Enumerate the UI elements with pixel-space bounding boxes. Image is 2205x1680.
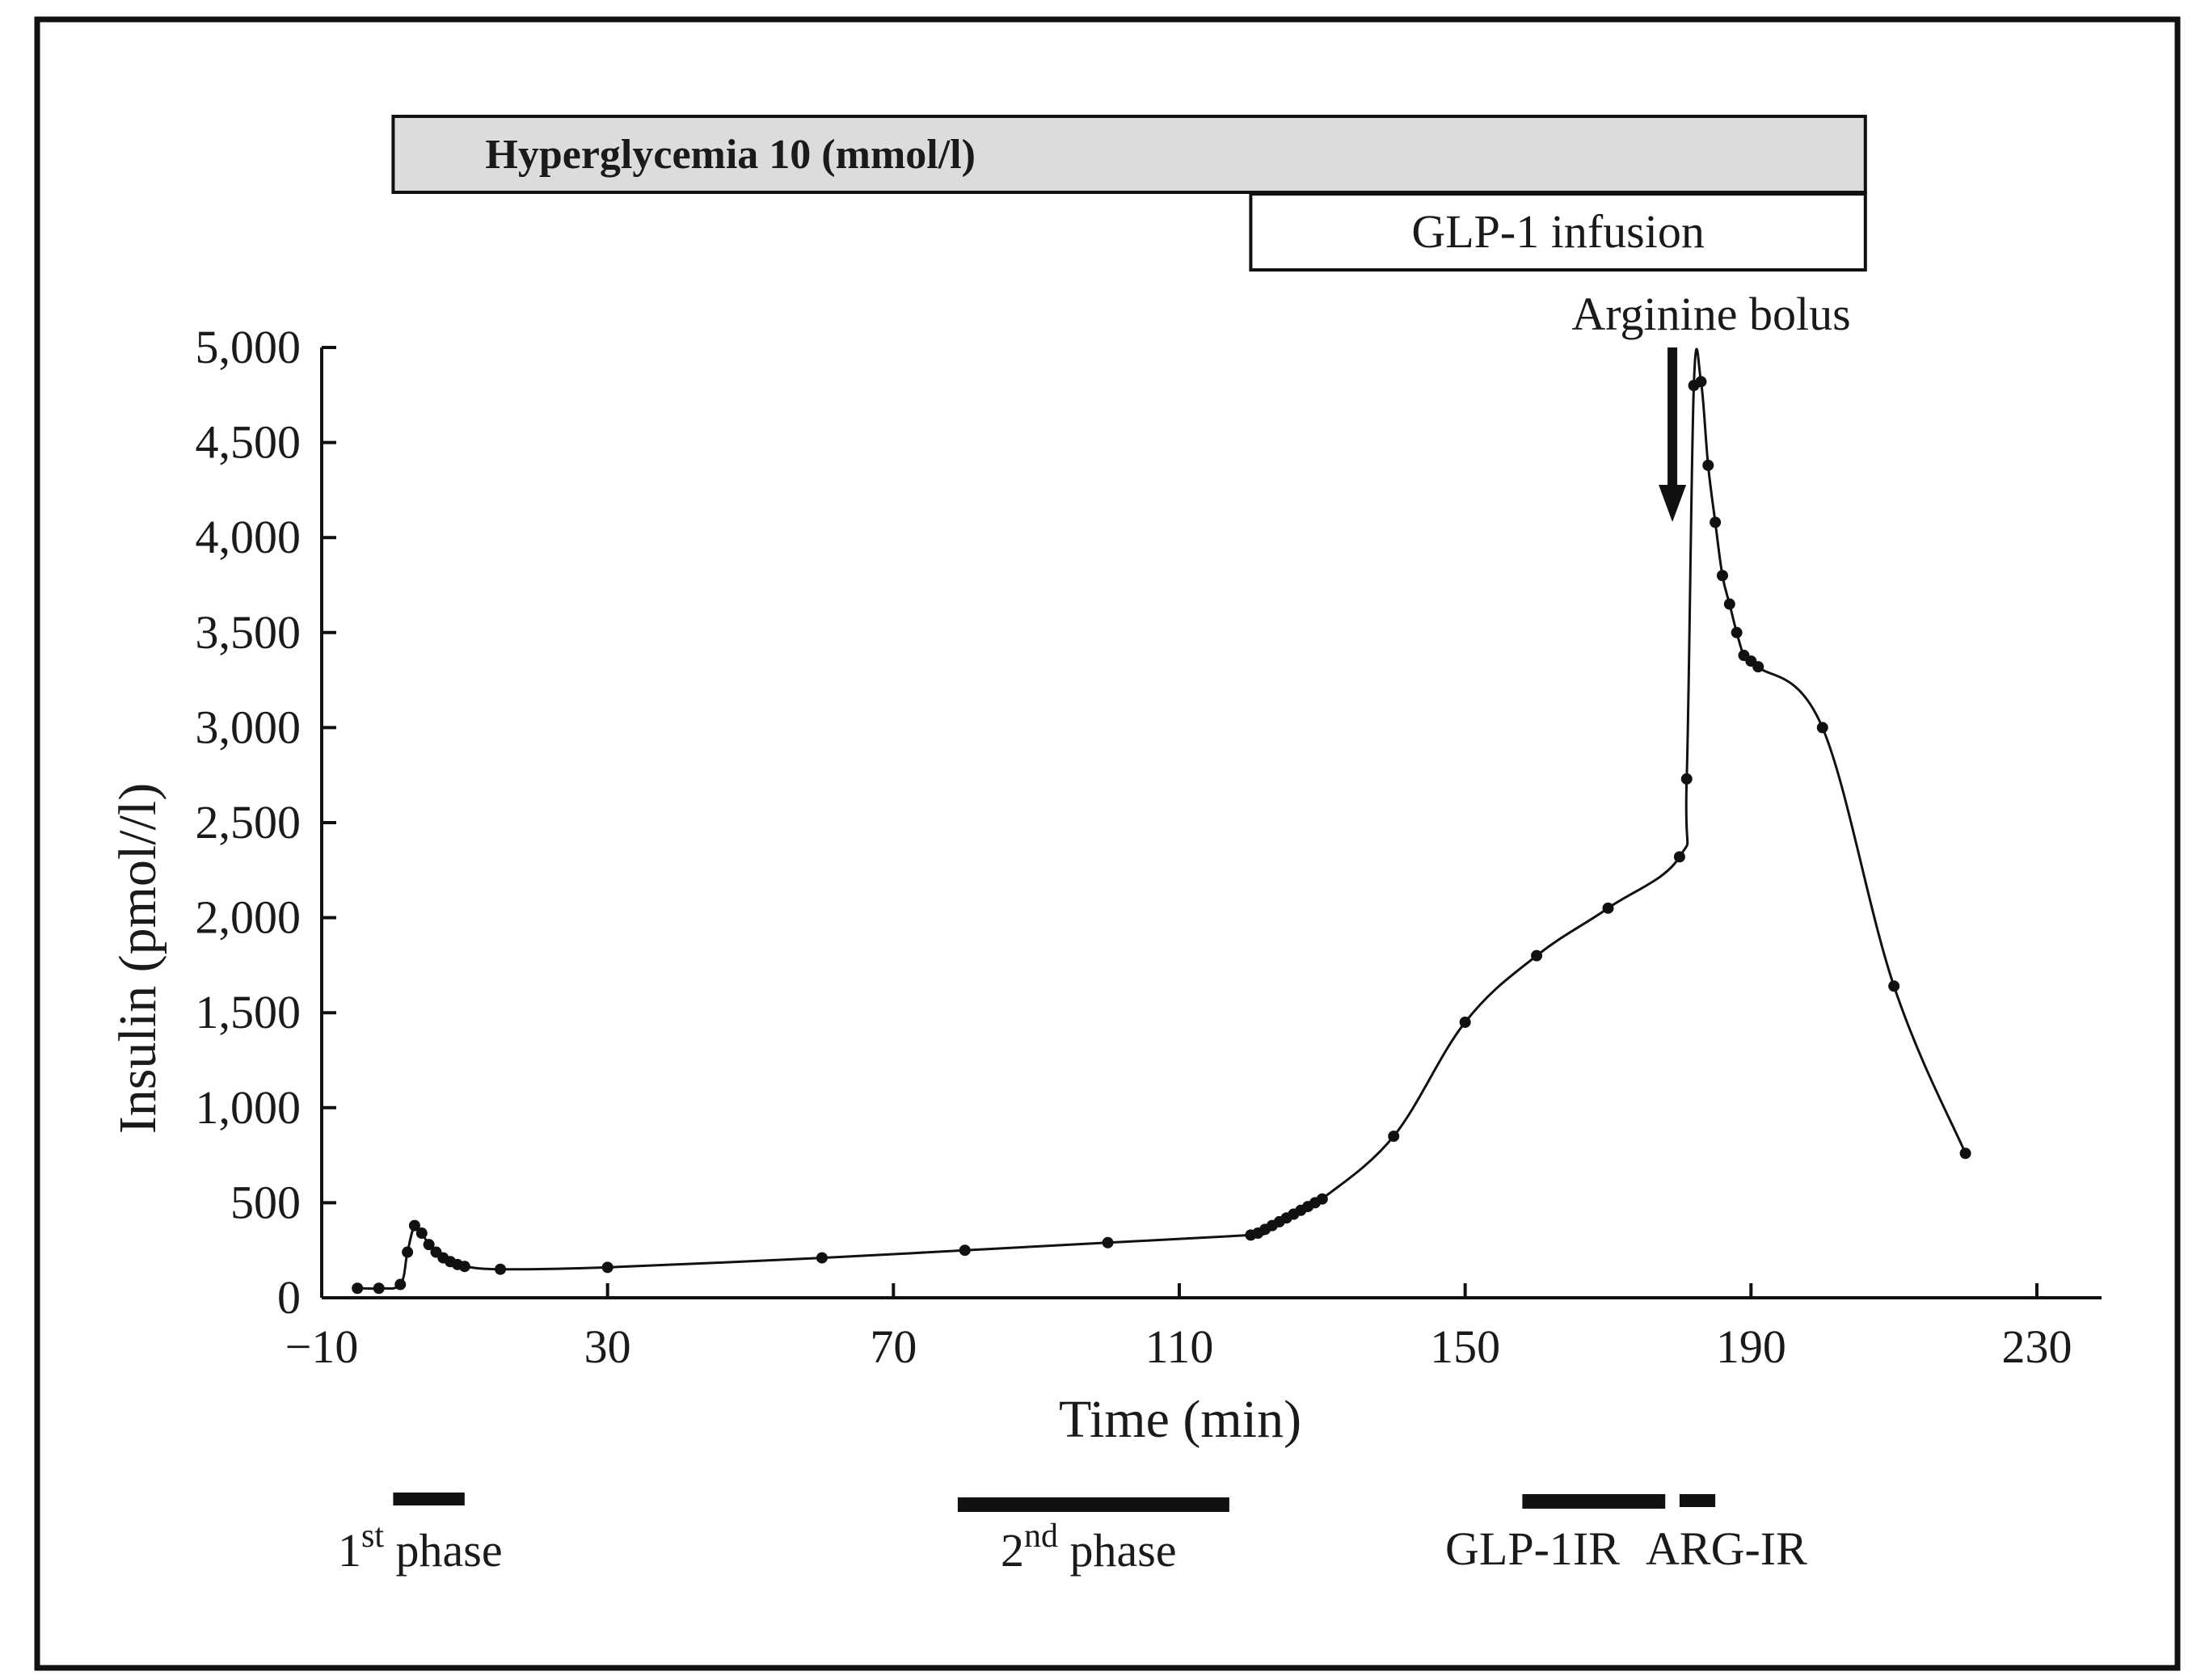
- glp1-infusion-band-label: GLP-1 infusion: [1411, 205, 1705, 258]
- insulin-data-point: [1702, 459, 1714, 471]
- phase-label-superscript: nd: [1024, 1518, 1058, 1555]
- arginine-bolus-arrow-head: [1659, 485, 1687, 522]
- insulin-data-point: [816, 1252, 828, 1264]
- y-tick-label: 1,500: [196, 986, 301, 1038]
- y-tick-label: 5,000: [196, 321, 301, 373]
- phase-label-base: GLP-1IR: [1445, 1522, 1620, 1575]
- phase-bar: [957, 1497, 1229, 1512]
- insulin-data-point: [601, 1261, 613, 1274]
- insulin-data-point: [1388, 1131, 1400, 1143]
- phase-bar: [1679, 1494, 1716, 1507]
- y-tick-label: 0: [277, 1271, 301, 1324]
- insulin-data-point: [1102, 1236, 1114, 1248]
- insulin-data-point: [1602, 902, 1614, 914]
- phase-label-base: 2: [1001, 1524, 1024, 1577]
- insulin-data-point: [408, 1219, 420, 1232]
- insulin-data-point: [1731, 626, 1743, 638]
- y-tick-label: 3,500: [196, 606, 301, 659]
- y-tick-label: 4,000: [196, 511, 301, 563]
- phase-label-base: 1: [338, 1524, 361, 1577]
- insulin-data-point: [1680, 773, 1693, 785]
- axes: 0 500 1,000 1,500 2,000 2,500 3,000 3,500 4,000 4…: [196, 321, 2102, 1373]
- y-tick-label: 2,500: [196, 796, 301, 848]
- series-group: [352, 347, 1971, 1295]
- insulin-data-point: [1710, 516, 1722, 528]
- outer-frame: [34, 16, 2181, 1671]
- insulin-data-point: [1959, 1147, 1971, 1160]
- phase-label-rest: phase: [1058, 1524, 1177, 1577]
- phase-label-superscript: st: [361, 1518, 384, 1555]
- phase-label-base: ARG-IR: [1646, 1522, 1807, 1575]
- x-tick-label: 190: [1716, 1320, 1786, 1373]
- glp1-infusion-band: [1249, 192, 1867, 272]
- insulin-data-point: [1695, 376, 1707, 388]
- insulin-data-point: [1723, 598, 1735, 610]
- phase-label: 2nd phase: [1001, 1518, 1177, 1577]
- insulin-data-point: [1459, 1016, 1471, 1028]
- arginine-bolus-label: Arginine bolus: [1571, 288, 1850, 340]
- insulin-data-point: [402, 1246, 414, 1258]
- insulin-data-point: [959, 1244, 971, 1257]
- insulin-data-point: [458, 1261, 470, 1273]
- phase-label-rest: phase: [384, 1524, 503, 1577]
- phase-bars: 1st phase 2nd phase GLP-1IR ARG-IR: [338, 1493, 1807, 1577]
- insulin-data-point: [423, 1239, 435, 1251]
- y-tick-label: 4,500: [196, 416, 301, 469]
- y-tick-label: 2,000: [196, 891, 301, 944]
- x-tick-label: 110: [1145, 1320, 1214, 1373]
- insulin-data-point: [394, 1278, 407, 1291]
- insulin-data-point: [1316, 1193, 1328, 1205]
- insulin-data-point: [415, 1227, 428, 1240]
- y-tick-label: 500: [230, 1176, 301, 1228]
- insulin-data-point: [373, 1282, 385, 1295]
- insulin-data-point: [495, 1263, 507, 1275]
- x-tick-label: 150: [1430, 1320, 1500, 1373]
- phase-bar: [393, 1493, 465, 1505]
- y-tick-label: 1,000: [196, 1081, 301, 1134]
- hyperglycemia-band-label: Hyperglycemia 10 (mmol/l): [485, 132, 976, 178]
- phase-label: 1st phase: [338, 1518, 503, 1577]
- x-tick-label: 230: [2002, 1320, 2072, 1373]
- x-tick-label: 30: [584, 1320, 631, 1373]
- y-tick-label: 3,000: [196, 701, 301, 753]
- y-axis-title: Insulin (pmol//l): [108, 783, 167, 1134]
- x-axis-title: Time (min): [1059, 1390, 1301, 1449]
- phase-bar: [1522, 1494, 1666, 1509]
- phase-label: GLP-1IR: [1445, 1522, 1620, 1575]
- insulin-data-point: [1752, 661, 1764, 673]
- insulin-data-point: [1531, 949, 1543, 962]
- insulin-data-point: [1816, 722, 1828, 734]
- insulin-data-point: [1673, 851, 1685, 863]
- insulin-data-point: [1716, 570, 1728, 582]
- insulin-data-point: [1888, 980, 1900, 992]
- hyperglycemia-band: [391, 115, 1867, 194]
- x-tick-label: 70: [870, 1320, 917, 1373]
- annotations: Arginine bolus: [1571, 288, 1851, 522]
- phase-label: ARG-IR: [1646, 1522, 1807, 1575]
- insulin-data-point: [352, 1282, 364, 1295]
- x-tick-label: −10: [285, 1320, 359, 1373]
- treatment-bands: Hyperglycemia 10 (mmol/l) GLP-1 infusion: [391, 115, 1867, 272]
